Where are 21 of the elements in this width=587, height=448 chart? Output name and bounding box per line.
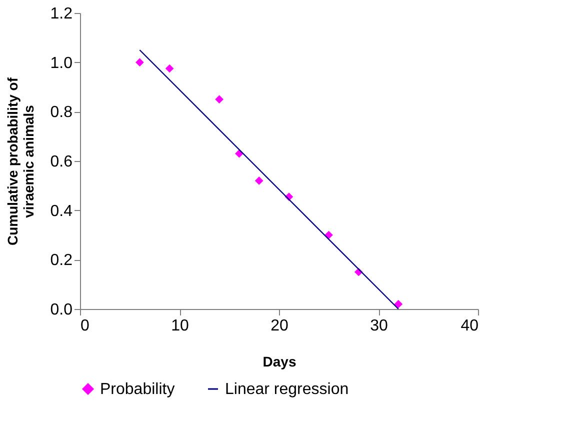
point xyxy=(165,64,174,73)
point xyxy=(394,300,403,308)
x-tick-label: 30 xyxy=(370,318,388,334)
x-axis-title: Days xyxy=(262,354,296,370)
x-tick-label: 0 xyxy=(80,318,90,334)
y-tick-label: 1.2 xyxy=(50,6,73,22)
y-tick-label: 0.4 xyxy=(50,202,73,220)
x-tick-label: 20 xyxy=(270,318,288,334)
y-tick-label: 0.2 xyxy=(50,252,73,270)
point xyxy=(254,176,264,185)
y-tick-label: 1.0 xyxy=(50,54,73,72)
legend-label: Probability xyxy=(100,381,175,398)
x-tick-label: 10 xyxy=(171,318,189,334)
legend-label: Linear regression xyxy=(225,381,349,398)
y-tick-label: 0.8 xyxy=(50,104,73,122)
point xyxy=(215,95,224,104)
x-tick-label: 40 xyxy=(460,318,479,334)
y-tick-label: 0.0 xyxy=(50,302,73,318)
point xyxy=(136,58,144,67)
y-tick-label: 0.6 xyxy=(50,154,73,170)
y-axis-title: Cumulative probability of viraemic animals xyxy=(4,77,36,246)
